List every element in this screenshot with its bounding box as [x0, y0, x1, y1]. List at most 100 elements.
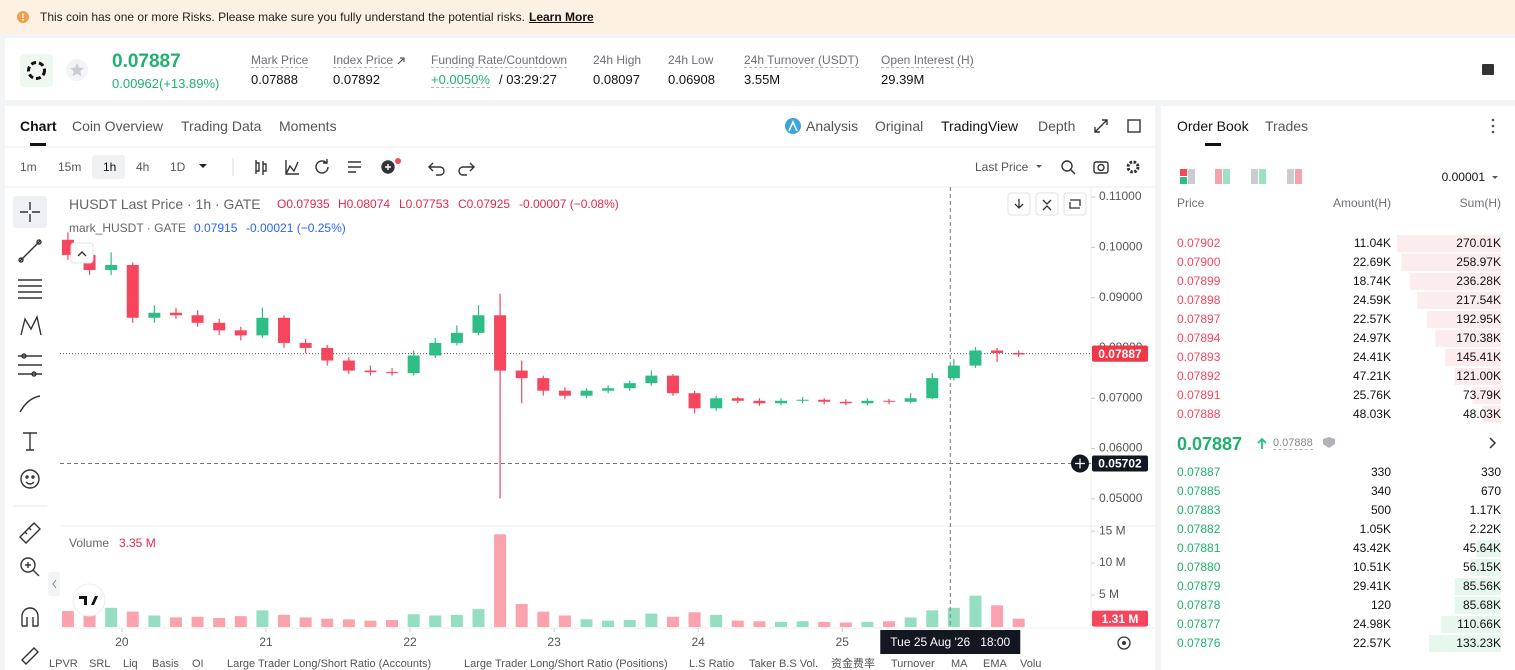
interval-caret[interactable] [199, 164, 207, 168]
indicator-tab[interactable]: Taker B.S Vol. [749, 658, 819, 670]
window-icon[interactable] [1127, 119, 1141, 133]
indicator-tab[interactable]: Basis [152, 658, 179, 670]
stat-label[interactable]: Mark Price [251, 53, 309, 68]
indicator-tab[interactable]: 资金费率 [831, 658, 875, 670]
ob-price[interactable]: 0.07878 [1177, 598, 1221, 612]
chevron[interactable] [1489, 437, 1497, 449]
more-menu[interactable] [1491, 118, 1495, 134]
volume-bar [537, 611, 550, 627]
y-tick-label: 0.10000 [1099, 240, 1143, 254]
tab-underline [30, 143, 46, 146]
ob-price[interactable]: 0.07891 [1177, 388, 1221, 402]
ob-amount: 22.57K [1352, 636, 1391, 650]
candle-body [299, 342, 312, 348]
stat-label[interactable]: Funding Rate/Countdown [431, 53, 568, 68]
chart-tab[interactable]: Chart [20, 118, 57, 134]
candle-body [926, 378, 939, 399]
indicator-tab[interactable]: Large Trader Long/Short Ratio (Positions… [464, 658, 668, 670]
interval[interactable]: 15m [58, 160, 82, 174]
ob-amount: 48.03K [1352, 407, 1391, 421]
indicator-tab[interactable]: Volu [1020, 658, 1042, 670]
x-tick-label: 20 [115, 635, 129, 649]
stat-value: 29.39M [881, 72, 925, 87]
ob-header: Price [1177, 196, 1205, 210]
indicator-tab[interactable]: Large Trader Long/Short Ratio (Accounts) [227, 658, 432, 670]
candle-body [126, 264, 139, 318]
volume-bar [169, 617, 182, 627]
index-link-icon[interactable] [397, 57, 405, 65]
chart-tab[interactable]: Moments [279, 118, 337, 134]
view-tab[interactable]: Original [875, 118, 924, 134]
x-tick-label: 22 [403, 635, 417, 649]
indicator-tab[interactable]: MA [951, 658, 968, 670]
volume-bar [1012, 618, 1025, 627]
ob-price[interactable]: 0.07892 [1177, 369, 1221, 383]
depth-bar [1476, 540, 1501, 557]
chart-tab[interactable]: Trading Data [181, 118, 262, 134]
ob-sum: 670 [1480, 484, 1501, 498]
ob-price[interactable]: 0.07893 [1177, 350, 1221, 364]
volume-bar [558, 615, 571, 627]
ob-price[interactable]: 0.07900 [1177, 255, 1221, 269]
drawing-tools[interactable] [13, 202, 47, 665]
book-icon[interactable] [1482, 64, 1494, 75]
indicator-tab[interactable]: EMA [983, 658, 1007, 670]
risk-banner [0, 0, 1515, 34]
price-source[interactable]: Last Price [975, 160, 1029, 174]
view-tab[interactable]: Depth [1038, 118, 1076, 134]
view-tab[interactable]: TradingView [941, 118, 1019, 134]
interval[interactable]: 4h [136, 160, 150, 174]
indicator-tab[interactable]: SRL [89, 658, 111, 670]
ob-price[interactable]: 0.07897 [1177, 312, 1221, 326]
volume-bar [83, 612, 96, 627]
ob-mark-price: 0.07888 [1273, 437, 1313, 450]
precision[interactable]: 0.00001 [1441, 170, 1485, 184]
ob-sum: 56.15K [1462, 560, 1501, 574]
stat-label[interactable]: Index Price [333, 53, 394, 68]
collapse-toolbar[interactable] [48, 572, 60, 596]
candle-body [105, 264, 118, 270]
indicator-tab[interactable]: Turnover [891, 658, 935, 670]
expand-icon[interactable] [1094, 119, 1108, 133]
chart-tab[interactable]: Coin Overview [72, 118, 164, 134]
indicator-tab[interactable]: L.S Ratio [689, 658, 735, 670]
ob-amount: 1.05K [1359, 522, 1391, 536]
stat-label[interactable]: 24h Turnover (USDT) [744, 53, 859, 68]
ob-price[interactable]: 0.07877 [1177, 617, 1221, 631]
ob-price[interactable]: 0.07883 [1177, 503, 1221, 517]
ob-sum: 1.17K [1469, 503, 1501, 517]
ob-price[interactable]: 0.07885 [1177, 484, 1221, 498]
ob-price[interactable]: 0.07902 [1177, 236, 1221, 250]
ob-price[interactable]: 0.07881 [1177, 541, 1221, 555]
ob-price[interactable]: 0.07882 [1177, 522, 1221, 536]
interval[interactable]: 1h [103, 160, 117, 174]
ob-price[interactable]: 0.07887 [1177, 465, 1221, 479]
volume-bar [364, 620, 377, 627]
ob-sum: 85.68K [1462, 598, 1501, 612]
toolbar-icons[interactable] [255, 159, 1140, 176]
ob-tab[interactable]: Order Book [1177, 118, 1249, 134]
ob-price[interactable]: 0.07876 [1177, 636, 1221, 650]
ob-price[interactable]: 0.07879 [1177, 579, 1221, 593]
price-source-caret[interactable] [1036, 165, 1042, 168]
ob-price[interactable]: 0.07894 [1177, 331, 1221, 345]
legend-toggle [70, 242, 94, 264]
ob-price[interactable]: 0.07899 [1177, 274, 1221, 288]
ob-price[interactable]: 0.07888 [1177, 407, 1221, 421]
ob-price[interactable]: 0.07880 [1177, 560, 1221, 574]
indicator-tab[interactable]: OI [192, 658, 204, 670]
indicator-tab[interactable]: LPVR [49, 658, 78, 670]
ob-price[interactable]: 0.07898 [1177, 293, 1221, 307]
interval[interactable]: 1m [20, 160, 37, 174]
precision-caret[interactable] [1492, 176, 1498, 179]
candle-body [645, 375, 658, 384]
indicator-tab[interactable]: Liq [123, 658, 138, 670]
stat-label[interactable]: Open Interest (H) [881, 53, 974, 68]
chart-control-glyph [1069, 199, 1081, 209]
interval[interactable]: 1D [170, 160, 186, 174]
learn-more-link[interactable]: Learn More [529, 10, 594, 24]
depth-mode-icons[interactable] [1180, 169, 1302, 184]
view-tab[interactable]: Analysis [806, 118, 859, 134]
ob-tab[interactable]: Trades [1265, 118, 1309, 134]
